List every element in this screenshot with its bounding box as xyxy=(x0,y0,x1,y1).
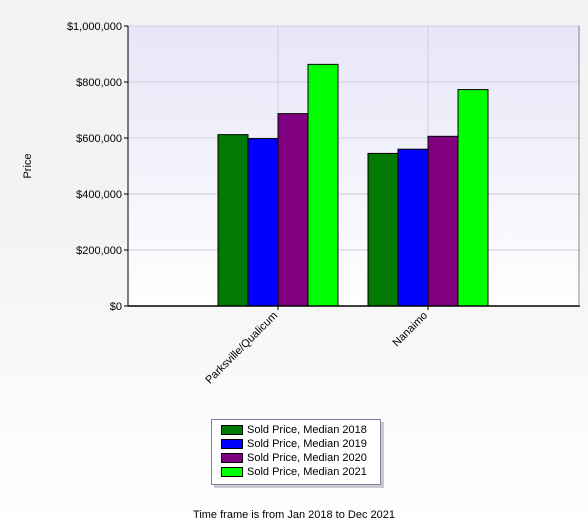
legend-label: Sold Price, Median 2019 xyxy=(247,438,367,450)
legend: Sold Price, Median 2018 Sold Price, Medi… xyxy=(211,419,381,485)
y-tick-labels: $0 $200,000 $400,000 $600,000 $800,000 $1,000… xyxy=(67,21,122,313)
bar xyxy=(367,152,399,307)
bar xyxy=(397,148,429,307)
x-tick-label: Nanaimo xyxy=(391,310,431,350)
bar xyxy=(247,138,279,307)
legend-swatch xyxy=(221,439,243,449)
legend-swatch xyxy=(221,453,243,463)
legend-item: Sold Price, Median 2020 xyxy=(221,451,380,465)
x-tick-labels: Parksville/Qualicum Nanaimo xyxy=(203,310,430,387)
y-tick-label: $400,000 xyxy=(76,189,122,201)
y-tick-label: $0 xyxy=(110,301,122,313)
y-axis-label: Price xyxy=(22,153,34,178)
y-tick-label: $800,000 xyxy=(76,77,122,89)
y-tick-label: $1,000,000 xyxy=(67,21,122,33)
legend-swatch xyxy=(221,467,243,477)
legend-label: Sold Price, Median 2018 xyxy=(247,424,367,436)
bar xyxy=(307,63,339,307)
legend-label: Sold Price, Median 2020 xyxy=(247,452,367,464)
y-tick-label: $600,000 xyxy=(76,133,122,145)
x-tick-label: Parksville/Qualicum xyxy=(203,310,280,387)
y-tick-label: $200,000 xyxy=(76,245,122,257)
legend-item: Sold Price, Median 2019 xyxy=(221,437,380,451)
legend-item: Sold Price, Median 2021 xyxy=(221,465,380,479)
bar xyxy=(217,134,249,307)
legend-item: Sold Price, Median 2018 xyxy=(221,423,380,437)
timeframe-note: Time frame is from Jan 2018 to Dec 2021 xyxy=(193,509,395,521)
plot-area xyxy=(128,26,580,306)
bar xyxy=(277,113,309,307)
legend-label: Sold Price, Median 2021 xyxy=(247,466,367,478)
bar xyxy=(457,89,489,307)
legend-swatch xyxy=(221,425,243,435)
axes xyxy=(124,25,580,310)
bar xyxy=(427,135,459,307)
